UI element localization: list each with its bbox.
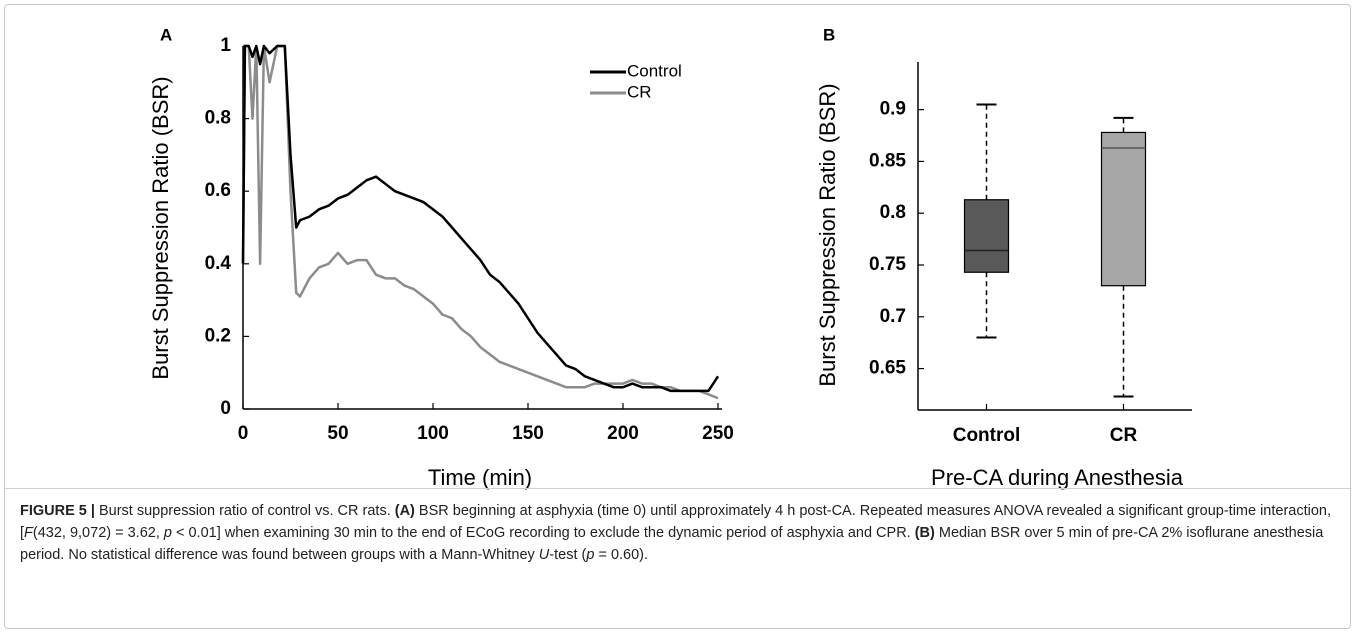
- y-tick-label: 0.9: [880, 99, 906, 120]
- y-tick-label: 0.75: [869, 254, 906, 275]
- x-tick-label: 150: [512, 423, 544, 444]
- panel-label: A: [160, 25, 172, 44]
- caption-text: (A): [394, 503, 415, 519]
- x-tick-label: 100: [417, 423, 449, 444]
- y-tick-label: 0: [220, 398, 231, 419]
- caption-text: F: [24, 525, 33, 541]
- caption-text: = 0.60).: [594, 547, 649, 563]
- caption-text: Burst suppression ratio of control vs. C…: [94, 503, 395, 519]
- box: [963, 199, 1010, 273]
- figure-frame: [4, 4, 1351, 629]
- caption-text: Median BSR over 5 min of pre-CA 2% isofl…: [20, 525, 1324, 563]
- caption-text: BSR beginning at asphyxia (time 0) until…: [20, 503, 1332, 541]
- caption-text: p: [586, 547, 595, 563]
- panel-label: B: [823, 25, 835, 44]
- caption-text: < 0.01] when examining 30 min to the end…: [171, 525, 915, 541]
- caption-text: U: [538, 547, 550, 563]
- caption-text: p: [163, 525, 172, 541]
- y-tick-label: 1: [220, 35, 231, 56]
- y-tick-label: 0.2: [205, 325, 231, 346]
- legend-label: CR: [627, 82, 652, 101]
- x-axis-label: Time (min): [428, 465, 532, 490]
- y-axis-label: Burst Suppression Ratio (BSR): [815, 83, 840, 386]
- caption-text: (432, 9,072) = 3.62,: [32, 525, 164, 541]
- box: [1100, 131, 1147, 287]
- y-tick-label: 0.85: [869, 150, 906, 171]
- separator: [5, 488, 1350, 489]
- caption: FIGURE 5 | Burst suppression ratio of co…: [20, 500, 1335, 566]
- y-tick-label: 0.65: [869, 358, 906, 379]
- y-tick-label: 0.6: [205, 180, 231, 201]
- y-tick-label: 0.8: [205, 108, 231, 129]
- figure-label: FIGURE 5 |: [20, 503, 95, 519]
- caption-text: (B): [914, 525, 935, 541]
- y-tick-label: 0.7: [880, 306, 906, 327]
- x-axis-label: Pre-CA during Anesthesia: [931, 465, 1184, 490]
- legend-label: Control: [627, 61, 682, 80]
- figure: 0 0.2 0.4 0.6 0.8 1 0 50 100 150 200 250 Control CR A T…: [148, 25, 1192, 490]
- x-tick-label: 200: [607, 423, 639, 444]
- x-tick-label: 50: [327, 423, 348, 444]
- x-tick-label: CR: [1110, 425, 1138, 446]
- y-tick-label: 0.8: [880, 202, 906, 223]
- x-tick-label: 0: [238, 423, 249, 444]
- x-tick-label: 250: [702, 423, 734, 444]
- series-line: [241, 44, 720, 393]
- y-axis-label: Burst Suppression Ratio (BSR): [148, 76, 173, 379]
- caption-text: -test (: [549, 547, 587, 563]
- y-tick-label: 0.4: [205, 253, 232, 274]
- x-tick-label: Control: [953, 425, 1021, 446]
